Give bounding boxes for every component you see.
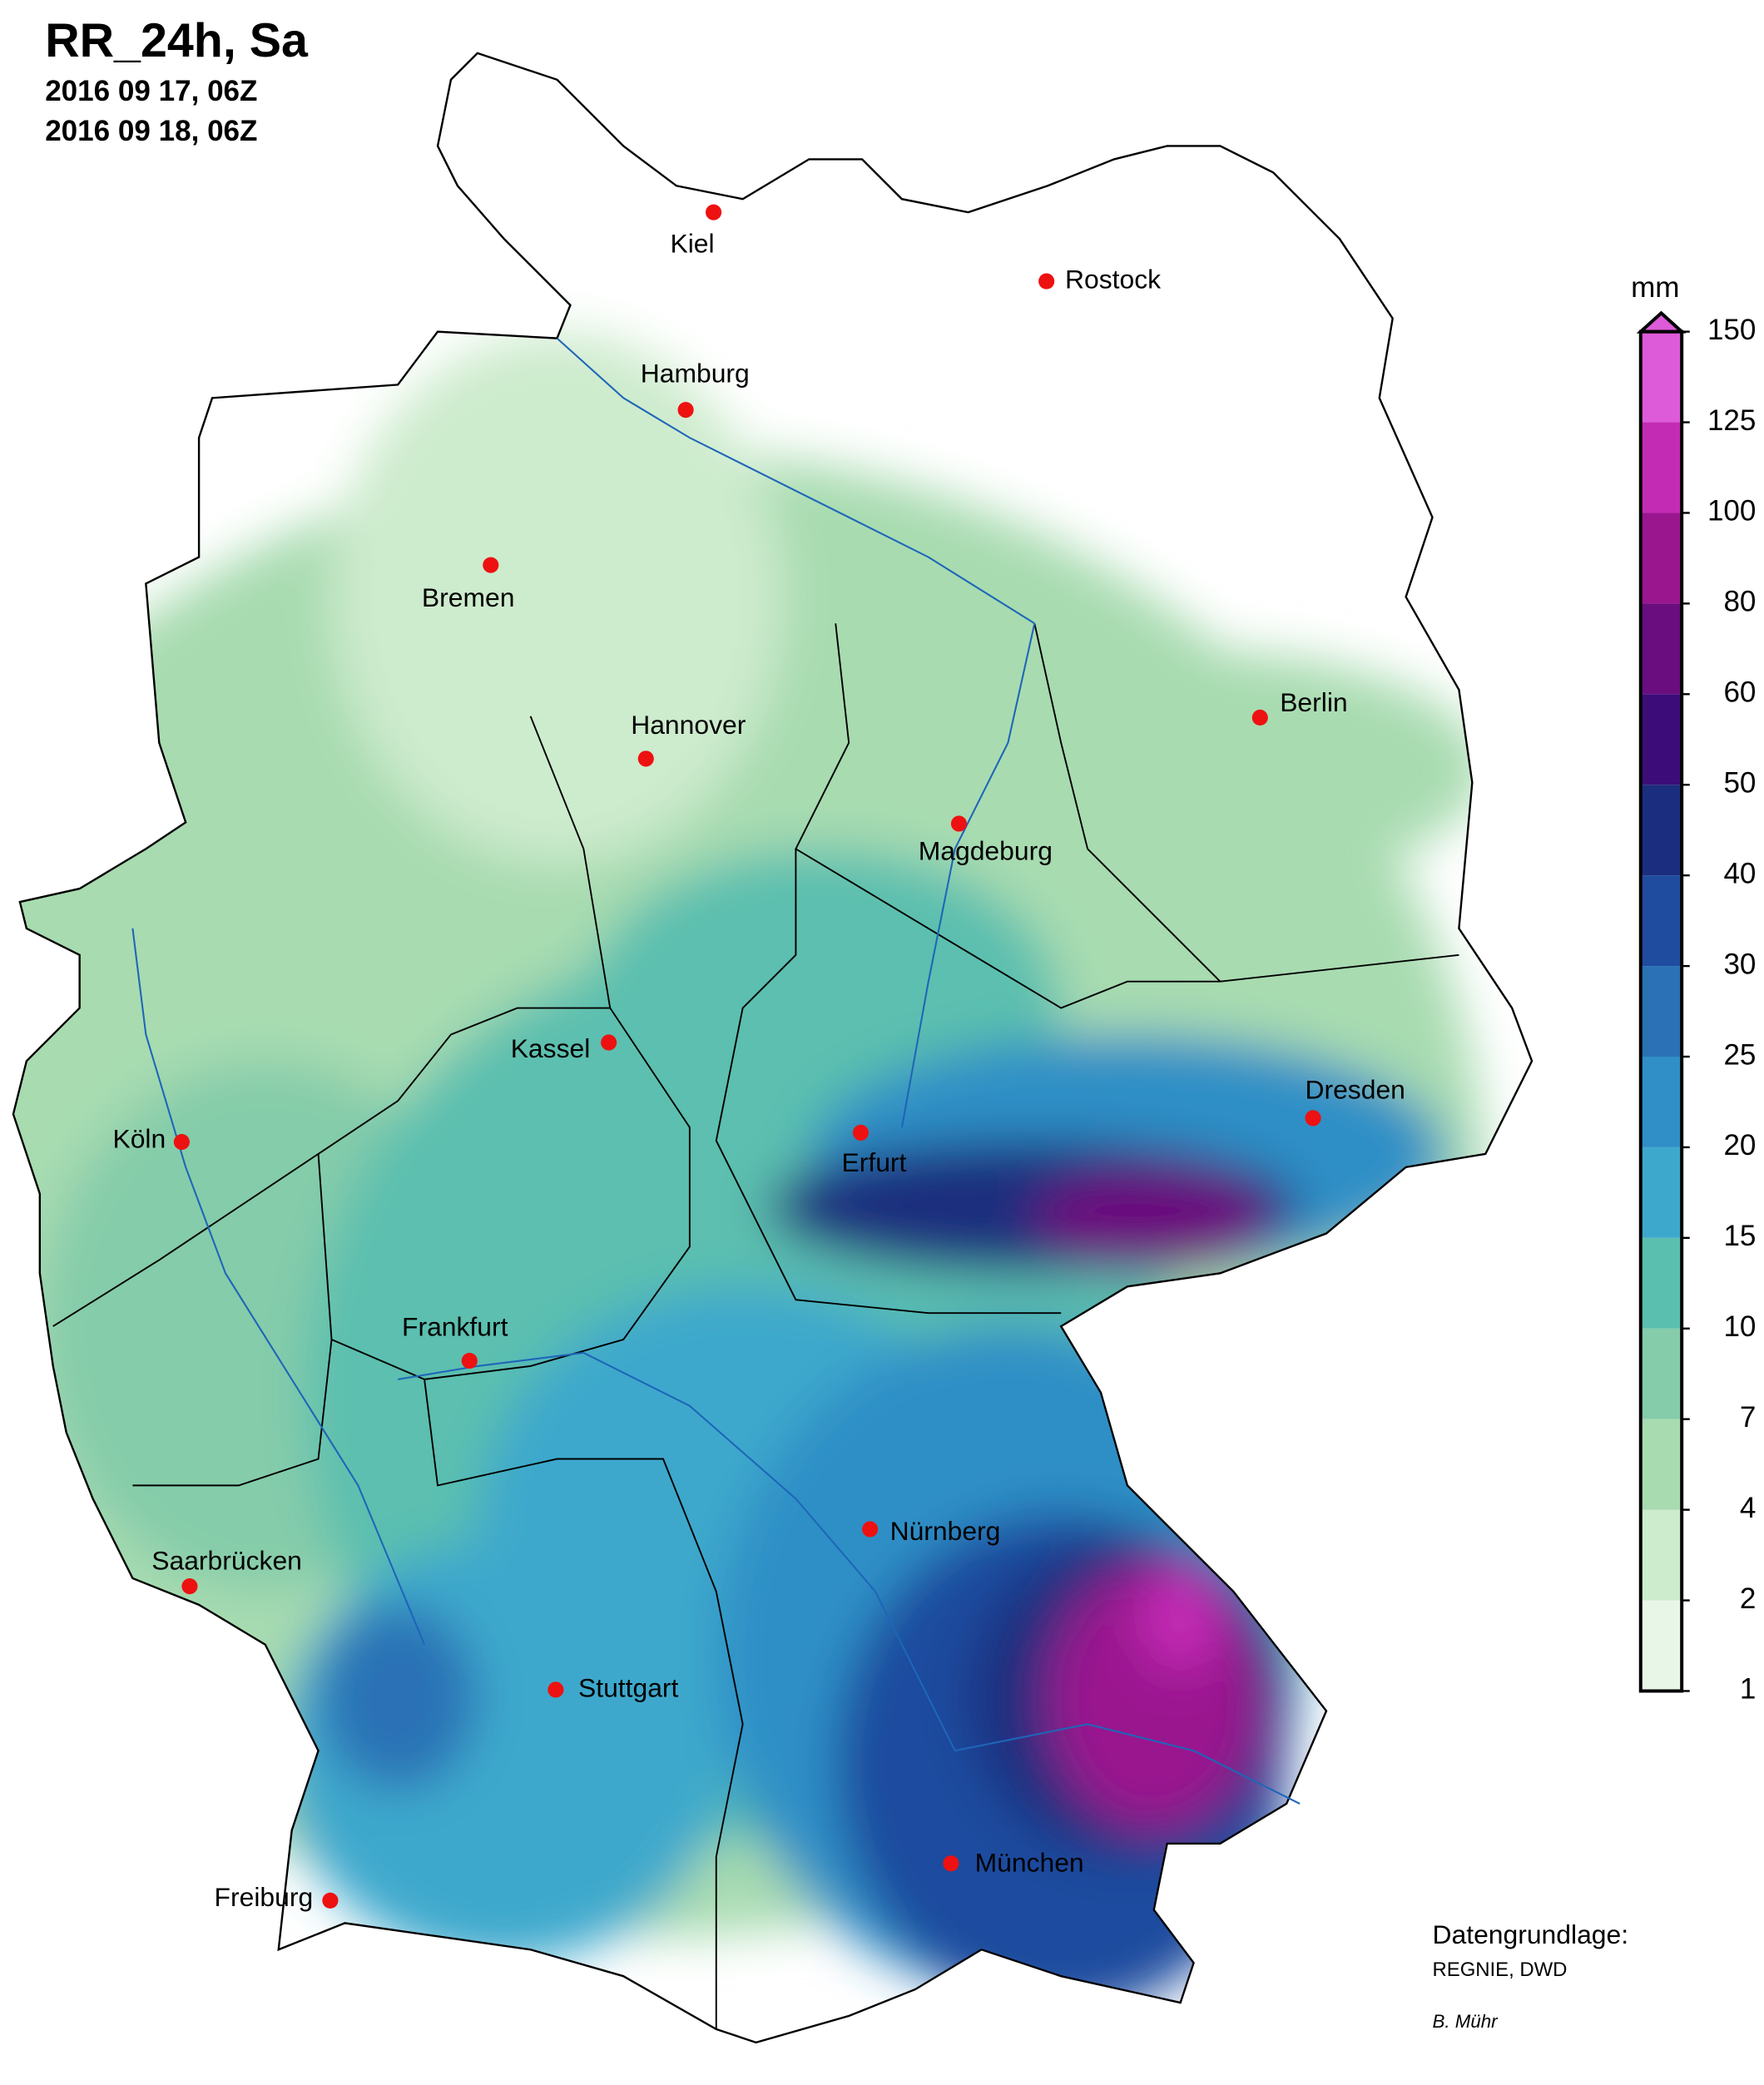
colorbar-segment <box>1640 1237 1682 1329</box>
source: REGNIE, DWD <box>1433 1959 1568 1981</box>
city-label: Hannover <box>631 710 746 740</box>
state-borders <box>52 623 1459 2029</box>
city-marker <box>173 1133 190 1151</box>
city-marker <box>601 1034 617 1051</box>
city-label: Köln <box>112 1123 166 1153</box>
colorbar-tick-label: 80 <box>1723 586 1756 618</box>
city-label: Bremen <box>422 582 515 612</box>
period-end: 2016 09 18, 06Z <box>45 115 257 147</box>
colorbar-segment <box>1640 1600 1682 1691</box>
city-marker <box>1038 273 1055 290</box>
colorbar-tick-label: 50 <box>1723 767 1756 800</box>
city-label: Saarbrücken <box>151 1545 302 1575</box>
colorbar-segment <box>1640 785 1682 876</box>
author: B. Mühr <box>1433 2011 1499 2032</box>
city-label: Frankfurt <box>402 1312 508 1342</box>
colorbar-segment <box>1640 1509 1682 1601</box>
colorbar-segment <box>1640 1328 1682 1419</box>
colorbar-tick-label: 7 <box>1740 1401 1757 1434</box>
colorbar-tick-label: 40 <box>1723 857 1756 889</box>
colorbar-tick-label: 25 <box>1723 1038 1756 1071</box>
colorbar-tick-label: 15 <box>1723 1220 1756 1252</box>
colorbar-tick-label: 10 <box>1723 1310 1756 1343</box>
city-marker <box>862 1521 879 1538</box>
city-label: Rostock <box>1065 264 1161 294</box>
city-marker <box>461 1352 478 1369</box>
city-label: Nürnberg <box>890 1516 1001 1546</box>
colorbar-segment <box>1640 422 1682 513</box>
city-label: Freiburg <box>215 1882 314 1912</box>
colorbar-tick-label: 30 <box>1723 948 1756 980</box>
colorbar-unit: mm <box>1631 271 1679 304</box>
city-label: Berlin <box>1280 687 1347 717</box>
city-label: Stuttgart <box>578 1672 679 1702</box>
colorbar-segment <box>1640 513 1682 604</box>
colorbar-segment <box>1640 875 1682 967</box>
colorbar-segment <box>1640 1147 1682 1238</box>
colorbar-tick-label: 20 <box>1723 1129 1756 1161</box>
city-marker <box>1305 1110 1321 1127</box>
city-label: Dresden <box>1305 1074 1405 1104</box>
colorbar-segment <box>1640 1419 1682 1510</box>
city-marker <box>483 557 499 573</box>
source-label: Datengrundlage: <box>1433 1919 1629 1949</box>
city-label: Kiel <box>670 228 714 258</box>
city-label: Kassel <box>511 1033 591 1063</box>
colorbar-segment <box>1640 966 1682 1057</box>
city-marker <box>637 750 654 767</box>
city-marker <box>322 1892 339 1909</box>
map-title: RR_24h, Sa <box>45 14 309 67</box>
colorbar-segment <box>1640 1057 1682 1147</box>
city-marker <box>943 1855 959 1872</box>
colorbar-tick-label: 125 <box>1707 404 1756 437</box>
city-marker <box>677 402 694 418</box>
dynamic-layer: Kiel Rostock Hamburg Bremen Hannover Magdebur… <box>112 204 1757 1912</box>
city-label: Hamburg <box>641 359 750 389</box>
period-start: 2016 09 17, 06Z <box>45 75 257 107</box>
rivers <box>131 337 1301 1805</box>
colorbar-tick-label: 60 <box>1723 676 1756 709</box>
colorbar-segment <box>1640 694 1682 785</box>
city-marker <box>950 815 968 832</box>
city-marker <box>548 1681 564 1698</box>
colorbar-tick-label: 100 <box>1707 495 1756 527</box>
colorbar-frame <box>1638 329 1684 1693</box>
city-label: München <box>975 1848 1084 1878</box>
colorbar-tick-label: 2 <box>1740 1582 1757 1615</box>
city-marker <box>1251 709 1268 726</box>
city-marker <box>706 204 722 220</box>
colorbar-tick-label: 4 <box>1740 1492 1757 1524</box>
city-marker <box>181 1577 198 1595</box>
colorbar-segment <box>1640 331 1682 423</box>
colorbar-extension <box>1636 310 1687 334</box>
colorbar-segment <box>1640 603 1682 695</box>
city-label: Magdeburg <box>919 835 1053 865</box>
colorbar-tick-label: 150 <box>1707 314 1756 346</box>
city-label: Erfurt <box>841 1147 906 1177</box>
colorbar-tick-label: 1 <box>1740 1673 1757 1706</box>
city-marker <box>852 1124 870 1141</box>
